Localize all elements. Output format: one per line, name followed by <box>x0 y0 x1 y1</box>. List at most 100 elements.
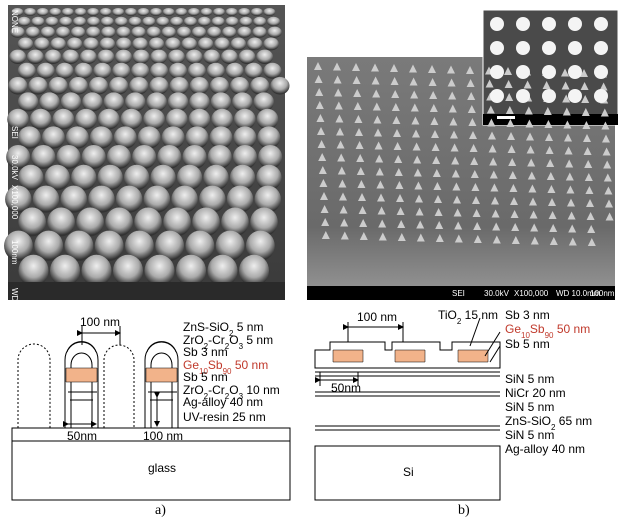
label-part: ZnS-SiO <box>505 414 551 428</box>
sem-image-a <box>4 5 289 300</box>
bump <box>116 38 132 51</box>
dimension-label: 50nm <box>67 429 97 443</box>
bump <box>74 63 92 79</box>
bump <box>87 8 99 16</box>
bump <box>252 27 266 38</box>
bump <box>73 17 86 27</box>
bump <box>131 27 145 38</box>
label-part: Sb 5 nm <box>505 337 550 351</box>
bump <box>226 8 238 16</box>
sem-label: 100nm <box>10 240 19 265</box>
dot <box>490 89 504 103</box>
bump <box>150 8 162 16</box>
dot <box>516 41 530 55</box>
bump <box>250 77 269 95</box>
dot <box>568 89 582 103</box>
bump <box>162 126 185 148</box>
bump <box>112 63 130 79</box>
bump <box>45 17 58 27</box>
bump <box>18 38 34 51</box>
caption: a) <box>155 503 166 518</box>
substrate-label: Si <box>403 465 414 479</box>
bump <box>208 255 238 287</box>
bump <box>50 38 66 51</box>
bump <box>213 8 225 16</box>
label-part: SiN 5 nm <box>505 428 554 442</box>
bump <box>87 17 100 27</box>
bump <box>109 77 128 95</box>
bump <box>37 63 55 79</box>
bump <box>203 50 220 64</box>
figure: NONESEI30.0kVX100,000100nmWDSEI30.0kVX10… <box>0 0 627 521</box>
layer-label: SiN 5 nm <box>505 400 554 414</box>
label-part: 15 nm <box>461 308 498 322</box>
bump <box>156 17 169 27</box>
bump <box>221 50 238 64</box>
bump <box>163 8 175 16</box>
bump <box>39 92 59 111</box>
layer-label: Sb 5 nm <box>183 370 228 384</box>
dot <box>516 17 530 31</box>
bump <box>150 50 167 64</box>
dot <box>594 65 608 79</box>
label-part: Sb <box>530 322 545 336</box>
label-part: SiN 5 nm <box>505 372 554 386</box>
bump <box>61 92 81 111</box>
bump <box>192 27 206 38</box>
dot <box>490 41 504 55</box>
label-part: 65 nm <box>555 414 592 428</box>
bump <box>100 38 116 51</box>
dot <box>490 65 504 79</box>
bump <box>256 50 273 64</box>
bump <box>238 8 250 16</box>
bump <box>226 63 244 79</box>
bump <box>170 17 183 27</box>
bump <box>186 50 203 64</box>
bump <box>116 27 130 38</box>
bump <box>263 38 279 51</box>
bump <box>89 77 108 95</box>
label-part: 5 nm <box>243 333 273 347</box>
bump <box>214 38 230 51</box>
bump <box>19 255 49 287</box>
bump <box>69 77 88 95</box>
label-part: Sb 5 nm <box>183 370 228 384</box>
dot <box>542 89 556 103</box>
label-part: UV-resin 25 nm <box>183 410 266 424</box>
sem-label: X100,000 <box>514 289 549 298</box>
bump <box>188 8 200 16</box>
bump <box>188 63 206 79</box>
label-part: 5 nm <box>233 320 263 334</box>
layer-label: UV-resin 25 nm <box>183 410 266 424</box>
bump <box>137 8 149 16</box>
bump <box>27 50 44 64</box>
bump <box>24 8 36 16</box>
bump <box>97 50 114 64</box>
sem-label: 30.0kV <box>484 289 510 298</box>
bump <box>125 8 137 16</box>
bump <box>211 92 231 111</box>
bump <box>222 27 236 38</box>
bump <box>168 92 188 111</box>
dot <box>594 89 608 103</box>
label-part: 50 nm <box>554 322 591 336</box>
bump <box>113 255 143 287</box>
bump <box>270 77 289 95</box>
dimension-label: 50nm <box>331 381 361 395</box>
bump <box>112 8 124 16</box>
bump <box>100 8 112 16</box>
bump <box>49 77 68 95</box>
layer-label: SiN 5 nm <box>505 428 554 442</box>
bump <box>189 109 211 130</box>
bump <box>82 92 102 111</box>
dimension-label: 100 nm <box>80 315 120 329</box>
bump <box>67 38 83 51</box>
bump <box>131 63 149 79</box>
dot <box>516 65 530 79</box>
label-part: 50 nm <box>232 358 269 372</box>
bump <box>198 38 214 51</box>
bump <box>115 50 132 64</box>
bump <box>143 109 165 130</box>
bump <box>62 50 79 64</box>
bump <box>198 17 211 27</box>
